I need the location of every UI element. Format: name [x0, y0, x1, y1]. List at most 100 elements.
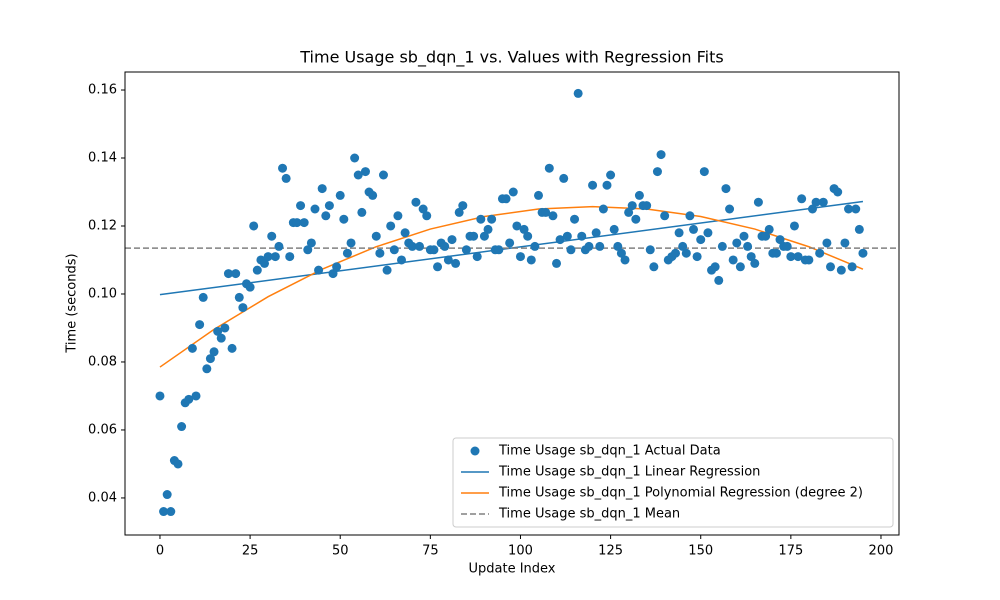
data-point — [642, 201, 652, 211]
data-point — [350, 153, 360, 163]
data-point — [407, 241, 417, 251]
data-point — [443, 255, 453, 265]
data-point — [649, 262, 659, 272]
data-point — [274, 241, 284, 251]
x-tick-label: 125 — [598, 544, 623, 559]
data-point — [368, 190, 378, 200]
data-point — [371, 231, 381, 241]
data-point — [519, 224, 529, 234]
data-point — [375, 248, 385, 258]
data-point — [811, 197, 821, 207]
data-point — [205, 354, 215, 364]
data-point — [512, 221, 522, 231]
data-point — [826, 262, 836, 272]
y-tick-label: 0.04 — [88, 490, 117, 505]
data-point — [422, 211, 432, 221]
data-point — [789, 221, 799, 231]
data-point — [263, 252, 273, 262]
data-point — [775, 235, 785, 245]
data-point — [717, 241, 727, 251]
data-point — [299, 218, 309, 228]
data-point — [577, 231, 587, 241]
data-point — [411, 197, 421, 207]
data-point — [508, 187, 518, 197]
data-point — [177, 422, 187, 432]
data-point — [689, 224, 699, 234]
data-point — [836, 265, 846, 275]
data-point — [415, 241, 425, 251]
data-point — [764, 224, 774, 234]
x-axis-label: Update Index — [468, 562, 555, 577]
data-point — [728, 255, 738, 265]
plot-frame — [124, 71, 900, 536]
data-point — [840, 238, 850, 248]
y-tick-label: 0.12 — [88, 218, 117, 233]
data-point — [469, 231, 479, 241]
data-point — [750, 258, 760, 268]
data-point — [332, 262, 342, 272]
data-point — [260, 258, 270, 268]
data-point — [220, 323, 230, 333]
data-point — [548, 211, 558, 221]
data-point — [844, 204, 854, 214]
data-point — [198, 292, 208, 302]
data-point — [786, 252, 796, 262]
data-point — [386, 221, 396, 231]
data-point — [314, 265, 324, 275]
data-point — [606, 170, 616, 180]
data-point — [530, 241, 540, 251]
data-point — [440, 241, 450, 251]
data-point — [670, 248, 680, 258]
data-point — [598, 204, 608, 214]
data-point — [833, 187, 843, 197]
data-point — [699, 167, 709, 177]
data-point — [685, 211, 695, 221]
data-point — [515, 252, 525, 262]
data-point — [584, 241, 594, 251]
data-point — [234, 292, 244, 302]
y-tick-label: 0.14 — [88, 151, 117, 166]
y-tick-label: 0.08 — [88, 354, 117, 369]
data-point — [544, 163, 554, 173]
x-tick-label: 100 — [508, 544, 533, 559]
data-point — [559, 173, 569, 183]
data-point — [501, 194, 511, 204]
data-point — [195, 320, 205, 330]
data-point — [797, 194, 807, 204]
data-point — [483, 224, 493, 234]
data-point — [602, 180, 612, 190]
data-point — [324, 201, 334, 211]
data-point — [681, 248, 691, 258]
data-point — [400, 228, 410, 238]
data-point — [447, 235, 457, 245]
data-point — [303, 245, 313, 255]
data-point — [155, 391, 165, 401]
data-point — [595, 241, 605, 251]
data-point — [562, 231, 572, 241]
data-point — [494, 245, 504, 255]
data-point — [627, 201, 637, 211]
data-point — [815, 248, 825, 258]
data-point — [634, 190, 644, 200]
y-tick-label: 0.10 — [88, 286, 117, 301]
data-point — [223, 269, 233, 279]
data-point — [807, 204, 817, 214]
data-point — [505, 238, 515, 248]
data-point — [739, 231, 749, 241]
chart-title: Time Usage sb_dqn_1 vs. Values with Regr… — [299, 48, 723, 68]
data-point — [746, 252, 756, 262]
data-point — [162, 490, 172, 500]
data-point — [854, 224, 864, 234]
data-point — [566, 245, 576, 255]
data-point — [552, 258, 562, 268]
data-point — [296, 201, 306, 211]
data-point — [310, 204, 320, 214]
data-point — [317, 184, 327, 194]
data-point — [674, 228, 684, 238]
data-point — [487, 214, 497, 224]
x-tick-label: 50 — [332, 544, 349, 559]
data-point — [209, 347, 219, 357]
data-point — [461, 245, 471, 255]
data-point — [213, 326, 223, 336]
data-point — [458, 201, 468, 211]
